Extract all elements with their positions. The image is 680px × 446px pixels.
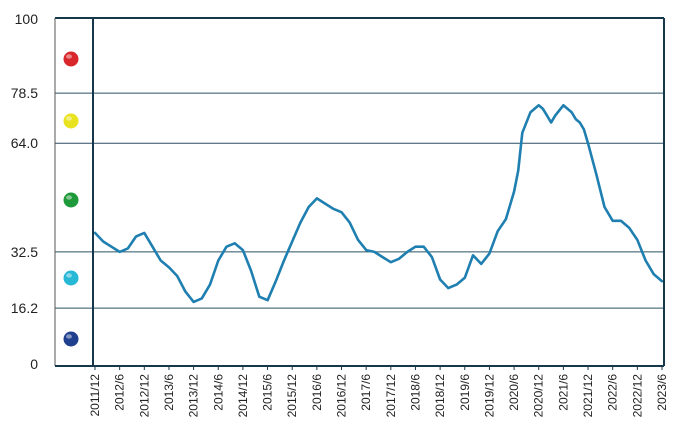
x-tick-label: 2015/12: [285, 374, 299, 418]
legend-marker-dot: [63, 113, 79, 129]
x-tick-label: 2019/12: [482, 374, 496, 418]
x-tick-label: 2022/6: [606, 374, 620, 411]
x-tick-label: 2023/6: [655, 374, 669, 411]
y-tick-label: 16.2: [11, 300, 38, 316]
x-tick-label: 2019/6: [458, 374, 472, 411]
x-tick-label: 2016/6: [310, 374, 324, 411]
legend-marker-highlight: [66, 334, 72, 339]
y-tick-label: 78.5: [11, 85, 38, 101]
legend-marker-highlight: [66, 54, 72, 59]
x-tick-label: 2012/6: [113, 374, 127, 411]
x-tick-label: 2020/12: [532, 374, 546, 418]
y-tick-label: 0: [30, 356, 38, 372]
x-tick-label: 2014/12: [236, 374, 250, 418]
legend-marker-highlight: [66, 116, 72, 121]
x-tick-label: 2011/12: [88, 374, 102, 417]
x-tick-label: 2017/12: [384, 374, 398, 418]
y-tick-labels: 0 16.2 32.5 64.0 78.5 100: [11, 11, 38, 372]
y-tick-label: 32.5: [11, 244, 38, 260]
series-line: [93, 104, 664, 304]
legend-marker-dot: [63, 270, 79, 286]
x-tick-label: 2013/6: [162, 374, 176, 411]
x-tick-label: 2022/12: [630, 374, 644, 418]
x-tick-label: 2013/12: [187, 374, 201, 418]
series-line-group: [93, 104, 664, 304]
legend-marker-dot: [63, 192, 79, 208]
legend-marker-highlight: [66, 273, 72, 278]
legend-marker-dot: [63, 331, 79, 347]
x-tick-label: 2018/6: [408, 374, 422, 411]
gridlines: [55, 92, 664, 309]
x-tick-label: 2018/12: [433, 374, 447, 418]
x-tick-label: 2017/6: [359, 374, 373, 411]
legend-markers: [63, 51, 79, 347]
legend-marker-highlight: [66, 195, 72, 200]
y-tick-label: 100: [15, 11, 39, 27]
x-tick-labels: 2011/12 2012/6 2012/12 2013/6 2013/12 2014/6 2…: [88, 374, 669, 418]
x-tick-label: 2014/6: [211, 374, 225, 411]
axes: [54, 17, 665, 370]
x-tick-label: 2021/12: [581, 374, 595, 418]
y-tick-label: 64.0: [11, 135, 38, 151]
x-tick-label: 2021/6: [556, 374, 570, 411]
legend-marker-dot: [63, 51, 79, 67]
x-tick-label: 2016/12: [335, 374, 349, 418]
x-tick-label: 2012/12: [137, 374, 151, 418]
x-tick-label: 2015/6: [261, 374, 275, 411]
x-tick-label: 2020/6: [507, 374, 521, 411]
